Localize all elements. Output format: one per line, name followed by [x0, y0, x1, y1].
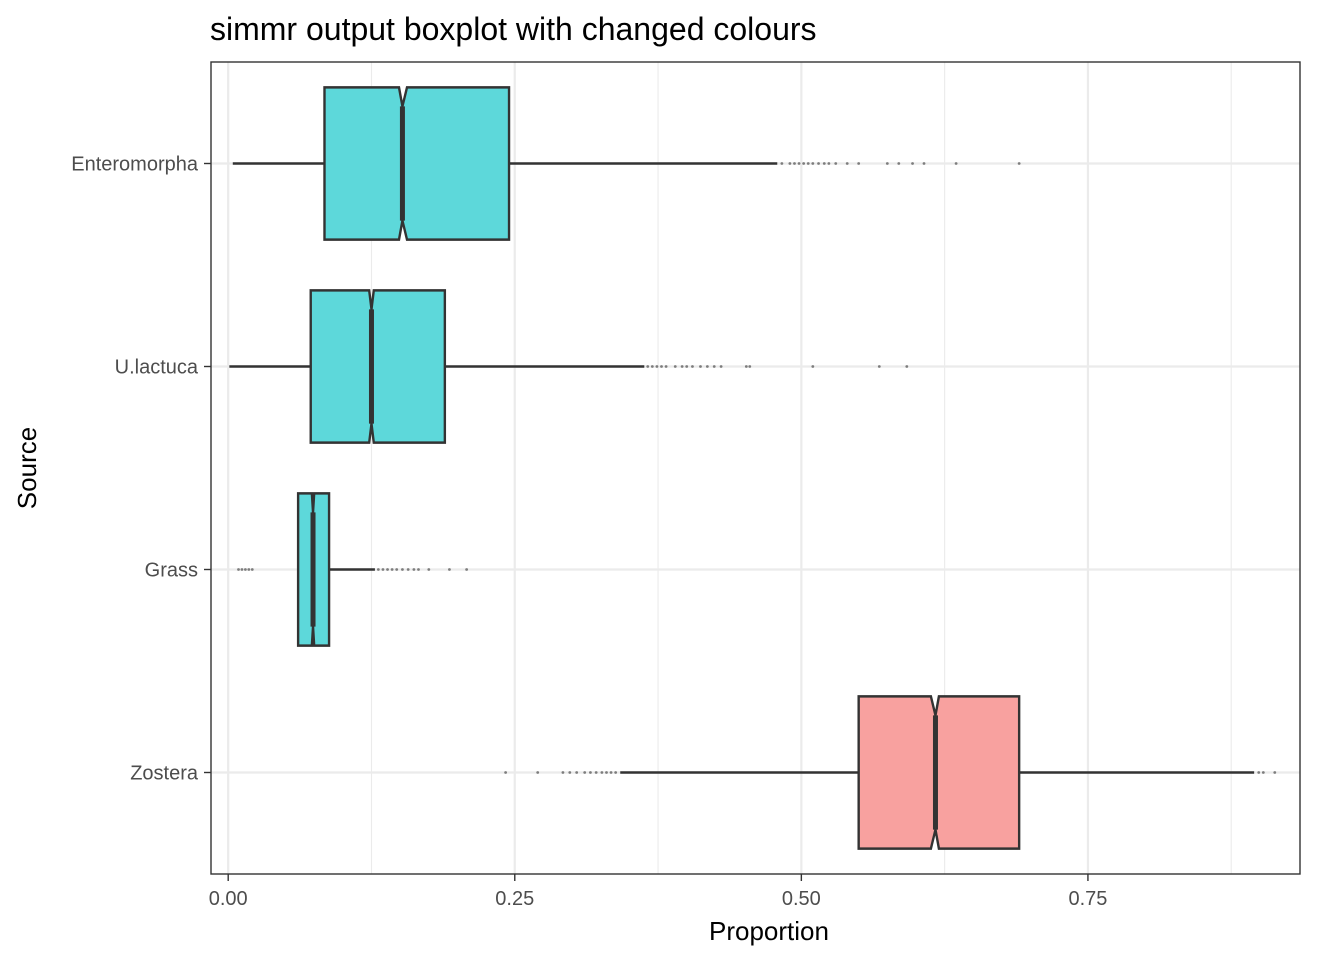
outlier-point [705, 365, 709, 368]
outlier-point [600, 771, 604, 774]
y-tick-label: Enteromorpha [71, 154, 199, 176]
outlier-point [793, 162, 796, 165]
outlier-point [250, 568, 254, 571]
outlier-point [243, 568, 247, 571]
outlier-point [922, 162, 926, 165]
outlier-point [744, 365, 748, 368]
y-tick-label: U.lactuca [115, 357, 199, 379]
outlier-point [905, 365, 909, 368]
outlier-point [504, 771, 508, 774]
notched-box [309, 289, 447, 444]
outlier-point [448, 568, 451, 571]
outlier-point [911, 162, 914, 165]
outlier-point [465, 568, 469, 571]
outlier-point [536, 771, 540, 774]
outlier-point [568, 771, 572, 774]
outlier-point [583, 771, 587, 774]
outlier-point [406, 568, 410, 571]
outlier-point [609, 771, 613, 774]
outlier-point [834, 162, 838, 165]
outlier-point [712, 365, 716, 368]
outlier-point [401, 568, 404, 571]
x-tick-label: 0.00 [209, 888, 248, 910]
outlier-point [417, 568, 420, 571]
notched-box [857, 695, 1021, 850]
outlier-point [691, 365, 694, 368]
outlier-point [680, 365, 684, 368]
outlier-point [780, 162, 784, 165]
outlier-point [802, 162, 806, 165]
outlier-point [381, 568, 385, 571]
y-axis-title: Source [12, 427, 42, 509]
outlier-point [827, 162, 831, 165]
outlier-point [788, 162, 792, 165]
outlier-point [1261, 771, 1265, 774]
outlier-point [845, 162, 849, 165]
outlier-point [247, 568, 251, 571]
outlier-point [650, 365, 654, 368]
outlier-point [885, 162, 889, 165]
outlier-point [646, 365, 650, 368]
outlier-point [1273, 771, 1277, 774]
outlier-point [897, 162, 901, 165]
outlier-point [614, 771, 618, 774]
outlier-point [655, 365, 659, 368]
outlier-point [797, 162, 801, 165]
chart-title: simmr output boxplot with changed colour… [210, 11, 817, 47]
outlier-point [664, 365, 668, 368]
outlier-point [877, 365, 881, 368]
outlier-point [748, 365, 752, 368]
y-tick-label: Grass [145, 560, 198, 582]
outlier-point [561, 771, 565, 774]
box-layer [229, 86, 1277, 850]
outlier-point [594, 771, 598, 774]
outlier-point [660, 365, 663, 368]
outlier-point [699, 365, 702, 368]
outlier-point [673, 365, 677, 368]
outlier-point [806, 162, 810, 165]
x-tick-label: 0.75 [1068, 888, 1107, 910]
outlier-point [412, 568, 416, 571]
outlier-point [817, 162, 820, 165]
outlier-point [811, 365, 815, 368]
axes: 0.00 0.25 0.50 0.75 Enteromorpha U.lactuca Gra… [71, 154, 1107, 911]
outlier-point [685, 365, 689, 368]
outlier-point [395, 568, 399, 571]
outlier-point [240, 568, 244, 571]
y-tick-label: Zostera [130, 763, 199, 785]
outlier-point [605, 771, 608, 774]
outlier-point [427, 568, 431, 571]
x-axis-title: Proportion [709, 916, 829, 946]
outlier-point [1017, 162, 1021, 165]
x-tick-label: 0.25 [495, 888, 534, 910]
outlier-point [575, 771, 579, 774]
outlier-point [822, 162, 826, 165]
panel-border [210, 61, 1301, 875]
outlier-point [589, 771, 592, 774]
outlier-point [811, 162, 815, 165]
notched-box [323, 86, 511, 241]
outlier-point [386, 568, 389, 571]
outlier-point [390, 568, 394, 571]
outlier-point [719, 365, 723, 368]
x-tick-label: 0.50 [782, 888, 821, 910]
outlier-point [857, 162, 861, 165]
outlier-point [954, 162, 958, 165]
outlier-point [237, 568, 240, 571]
outlier-point [1257, 771, 1261, 774]
outlier-point [376, 568, 380, 571]
